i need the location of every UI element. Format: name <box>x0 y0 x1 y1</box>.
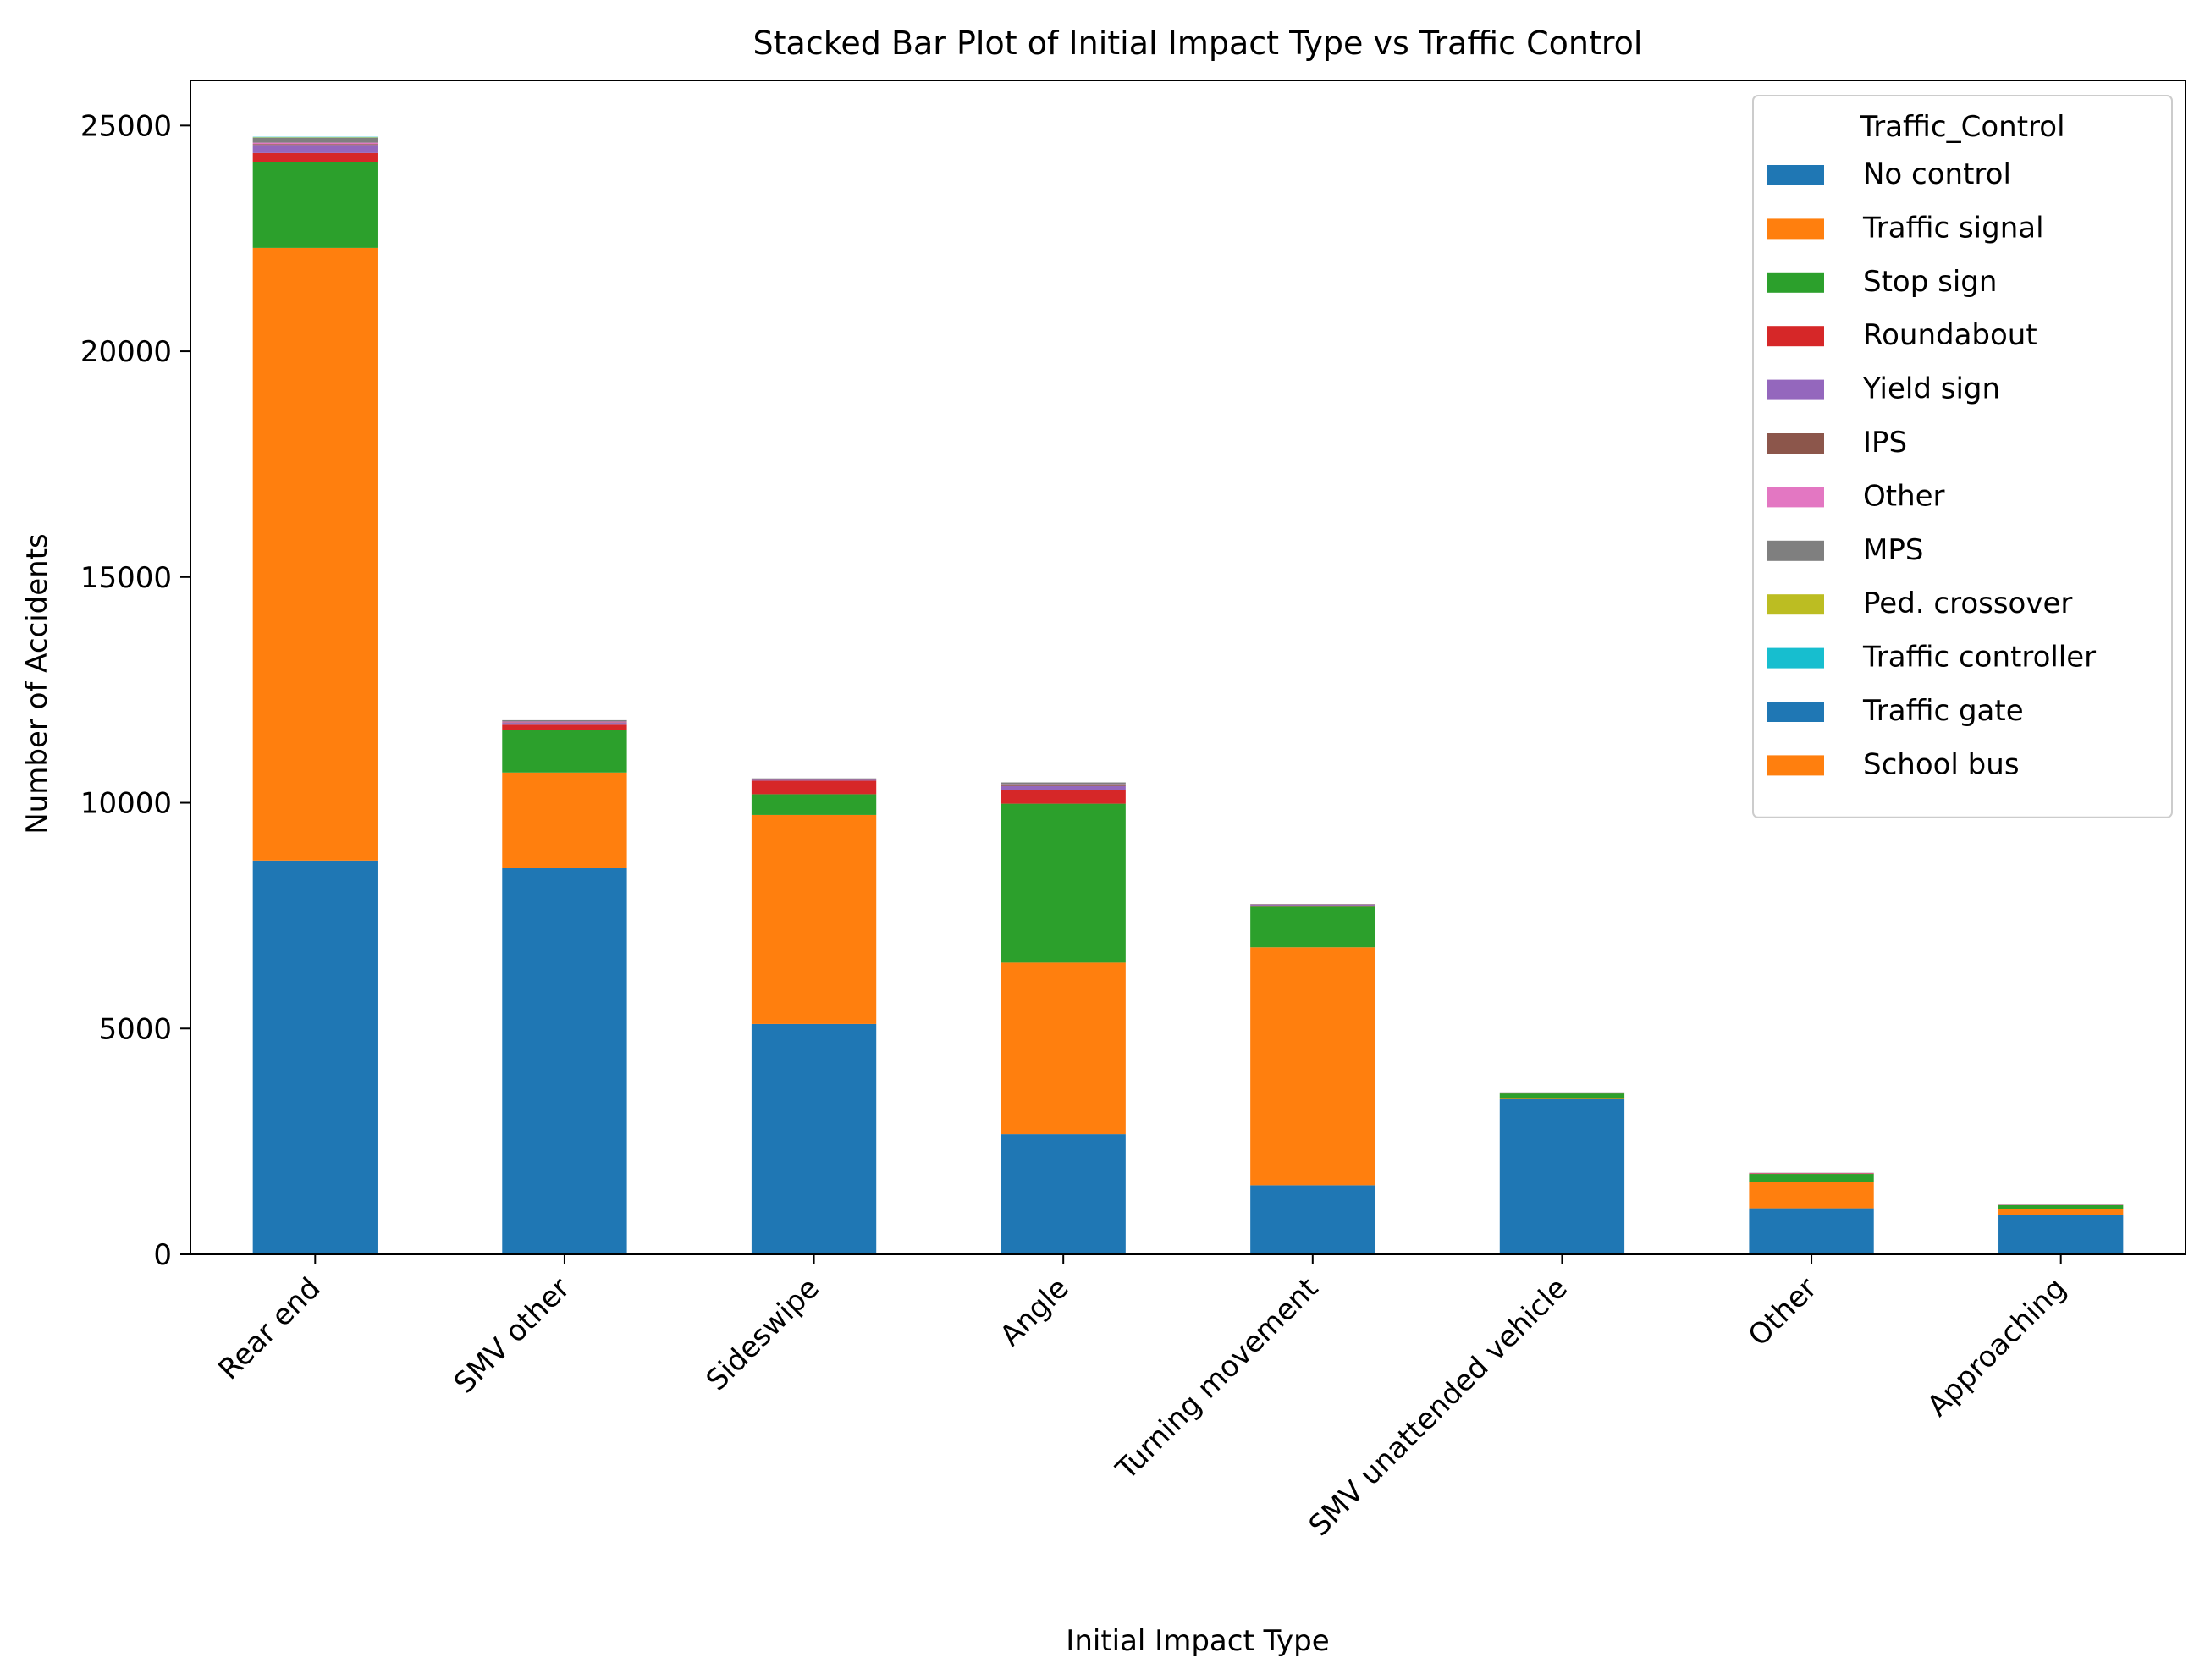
legend-swatch-8 <box>1767 594 1824 615</box>
bar-segment-6-1 <box>1749 1182 1874 1209</box>
legend-title: Traffic_Control <box>1859 110 2064 144</box>
legend-swatch-9 <box>1767 647 1824 669</box>
legend-label-2: Stop sign <box>1863 265 1997 299</box>
bar-segment-1-5 <box>502 722 627 724</box>
legend-label-11: School bus <box>1863 747 2020 781</box>
legend-label-7: MPS <box>1863 533 1923 567</box>
bar-segment-1-6 <box>502 721 627 723</box>
bar-segment-6-3 <box>1749 1173 1874 1175</box>
bar-segment-0-3 <box>252 152 378 162</box>
legend-box <box>1752 95 2173 818</box>
bar-segment-2-2 <box>751 794 877 815</box>
legend-label-1: Traffic signal <box>1862 211 2044 245</box>
legend-label-6: Other <box>1863 479 1945 513</box>
y-tick-label-5: 25000 <box>80 109 172 143</box>
bar-segment-2-3 <box>751 780 877 795</box>
chart-title: Stacked Bar Plot of Initial Impact Type … <box>753 25 1643 62</box>
legend-swatch-1 <box>1767 218 1824 240</box>
bar-segment-0-7 <box>252 137 378 143</box>
legend-label-5: IPS <box>1863 426 1907 460</box>
legend-swatch-11 <box>1767 755 1824 776</box>
bar-segment-1-4 <box>502 723 627 725</box>
bar-segment-1-7 <box>502 719 627 722</box>
bar-segment-7-0 <box>1998 1215 2124 1254</box>
bar-segment-2-1 <box>751 814 877 1024</box>
legend-label-8: Ped. crossover <box>1863 587 2072 620</box>
bar-segment-5-2 <box>1499 1093 1625 1099</box>
bar-segment-7-2 <box>1998 1204 2124 1209</box>
bar-segment-1-1 <box>502 772 627 868</box>
legend: Traffic_Control No control Traffic signal S… <box>1752 95 2173 818</box>
legend-swatch-6 <box>1767 487 1824 508</box>
bar-segment-3-4 <box>1001 785 1126 790</box>
bar-segment-5-1 <box>1499 1098 1625 1099</box>
legend-label-4: Yield sign <box>1862 372 2000 406</box>
bar-segment-0-8 <box>252 137 378 138</box>
bar-segment-4-1 <box>1250 947 1375 1186</box>
bar-segment-4-4 <box>1250 905 1375 906</box>
bar-segment-3-3 <box>1001 790 1126 804</box>
bar-segment-3-1 <box>1001 962 1126 1135</box>
bar-segment-0-4 <box>252 145 378 153</box>
bar-segment-4-0 <box>1250 1185 1375 1254</box>
y-axis: 0 5000 10000 15000 20000 25000 <box>80 109 190 1272</box>
bar-segment-0-1 <box>252 247 378 861</box>
bar-segment-0-0 <box>252 860 378 1254</box>
x-axis-label: Initial Impact Type <box>1066 1624 1329 1658</box>
bar-segment-1-3 <box>502 724 627 730</box>
bar-series-group <box>252 136 2124 1254</box>
bar-segment-5-0 <box>1499 1099 1625 1254</box>
bar-segment-2-4 <box>751 779 877 781</box>
legend-swatch-4 <box>1767 379 1824 400</box>
bar-segment-2-0 <box>751 1023 877 1254</box>
plot-frame <box>190 80 2186 1255</box>
legend-swatch-5 <box>1767 433 1824 454</box>
bar-segment-3-5 <box>1001 785 1126 786</box>
y-tick-label-0: 0 <box>153 1238 172 1272</box>
bar-segment-4-2 <box>1250 906 1375 948</box>
bar-segment-3-2 <box>1001 803 1126 963</box>
bar-segment-0-2 <box>252 162 378 248</box>
bar-segment-1-0 <box>502 868 627 1254</box>
bar-segment-0-9 <box>252 136 378 138</box>
bar-segment-5-3 <box>1499 1093 1625 1094</box>
legend-label-3: Roundabout <box>1863 318 2037 352</box>
y-tick-label-3: 15000 <box>80 561 172 595</box>
legend-label-9: Traffic controller <box>1862 641 2096 675</box>
bar-segment-1-2 <box>502 730 627 773</box>
bar-segment-2-5 <box>751 779 877 780</box>
y-tick-label-2: 10000 <box>80 787 172 821</box>
bar-segment-4-7 <box>1250 904 1375 905</box>
bar-segment-3-7 <box>1001 782 1126 785</box>
legend-label-0: No control <box>1863 157 2011 191</box>
bar-segment-0-6 <box>252 142 378 145</box>
bar-segment-6-2 <box>1749 1174 1874 1182</box>
bar-segment-6-0 <box>1749 1208 1874 1254</box>
legend-label-10: Traffic gate <box>1862 694 2024 728</box>
bar-segment-7-1 <box>1998 1209 2124 1215</box>
y-tick-label-1: 5000 <box>98 1012 172 1046</box>
legend-swatch-2 <box>1767 272 1824 293</box>
bar-segment-3-0 <box>1001 1134 1126 1254</box>
legend-swatch-3 <box>1767 326 1824 347</box>
y-axis-label: Number of Accidents <box>20 533 54 834</box>
y-tick-label-4: 20000 <box>80 335 172 369</box>
legend-swatch-0 <box>1767 165 1824 185</box>
bar-segment-0-5 <box>252 144 378 146</box>
legend-swatch-7 <box>1767 540 1824 561</box>
legend-swatch-10 <box>1767 702 1824 722</box>
